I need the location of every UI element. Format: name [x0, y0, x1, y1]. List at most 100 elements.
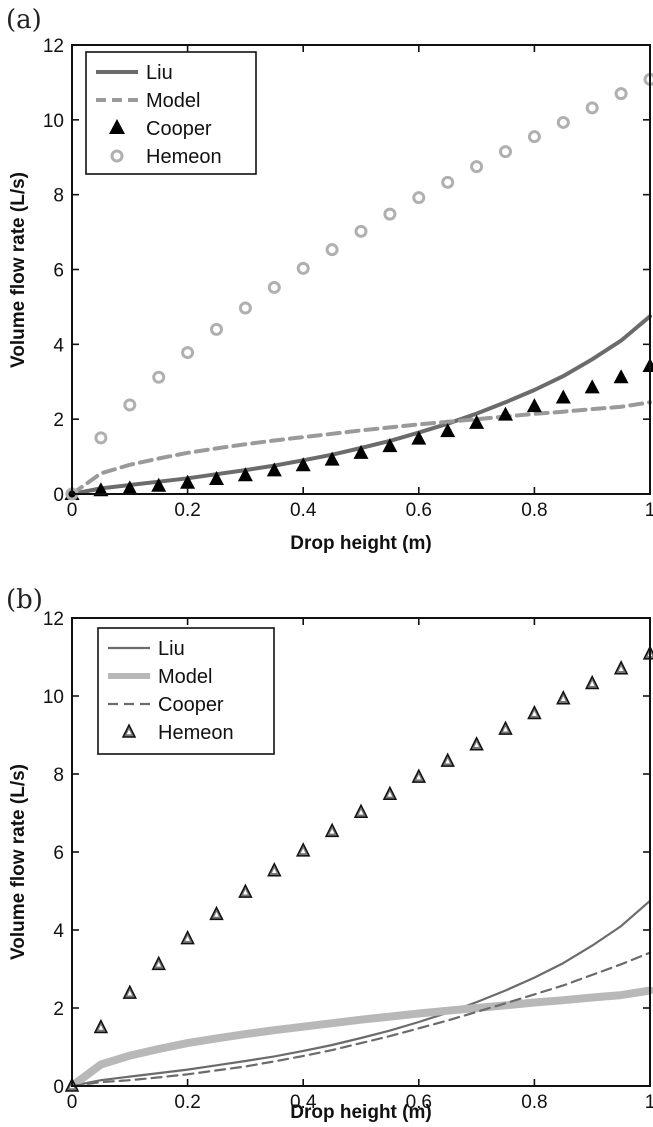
legend-label-cooper: Cooper: [146, 118, 212, 140]
series-cooper-marker: [440, 423, 456, 438]
series-hemeon-marker: [642, 645, 653, 660]
legend-label-liu: Liu: [146, 62, 173, 84]
series-hemeon-marker-inner: [561, 696, 566, 702]
x-tick-label: 1: [645, 500, 653, 521]
legend-swatch-cooper: [109, 119, 125, 134]
series-cooper-marker: [469, 414, 485, 429]
y-tick-label: 2: [53, 999, 64, 1020]
legend-label-liu: Liu: [158, 638, 185, 660]
series-hemeon-marker: [383, 207, 397, 221]
y-tick-label: 2: [53, 410, 64, 431]
legend-label-hemeon: Hemeon: [158, 722, 234, 744]
y-tick-label: 12: [43, 36, 64, 57]
series-hemeon-marker: [614, 87, 628, 101]
series-hemeon-marker-inner: [214, 911, 219, 917]
x-tick-label: 0.8: [521, 500, 547, 521]
x-axis-title-b: Drop height (m): [290, 1102, 431, 1123]
series-cooper-marker: [353, 444, 369, 459]
legend-swatch-hemeon: [110, 149, 124, 163]
series-cooper-line: [70, 951, 652, 1088]
series-hemeon-marker-inner: [618, 666, 624, 671]
series-cooper-marker: [151, 477, 167, 492]
series-cooper-marker: [122, 480, 138, 495]
series-hemeon-marker-inner: [272, 868, 277, 874]
x-axis-title-a: Drop height (m): [290, 533, 431, 554]
y-tick-label: 0: [53, 485, 64, 506]
series-hemeon-marker-inner: [474, 742, 479, 748]
series-cooper-marker: [584, 379, 600, 394]
series-hemeon-marker: [152, 370, 166, 384]
panel-b: (b) Volume flow rate (L/s) Drop height (…: [6, 585, 653, 1123]
x-tick-label: 0.8: [521, 1092, 547, 1113]
series-cooper-marker: [613, 369, 629, 384]
series-cooper-marker: [295, 457, 311, 472]
series-cooper-marker: [237, 467, 253, 482]
x-tick-label: 0: [67, 1092, 78, 1113]
series-hemeon-marker: [527, 130, 541, 144]
series-hemeon-marker: [267, 280, 281, 294]
series-cooper-marker: [555, 389, 571, 404]
x-tick-label: 0.4: [290, 1092, 317, 1113]
x-tick-label: 0.2: [174, 1092, 200, 1113]
series-hemeon-marker: [412, 191, 426, 205]
series-hemeon-marker-inner: [589, 681, 595, 686]
series-hemeon-marker-inner: [156, 961, 161, 967]
series-hemeon-marker-inner: [127, 990, 133, 996]
series-hemeon-marker: [238, 301, 252, 315]
legend-b: Liu Model Cooper Hemeon: [97, 627, 275, 755]
series-hemeon-marker: [296, 261, 310, 275]
series-hemeon-marker: [123, 398, 137, 412]
y-tick-label: 4: [53, 335, 64, 356]
legend-label-model: Model: [158, 666, 212, 688]
series-hemeon-marker-inner: [185, 936, 190, 941]
y-axis-title-b: Volume flow rate (L/s): [8, 764, 29, 960]
x-tick-label: 0.2: [174, 500, 200, 521]
series-hemeon-marker-inner: [243, 889, 248, 895]
series-cooper-marker: [93, 482, 109, 497]
series-hemeon-marker-inner: [98, 1025, 104, 1030]
y-tick-label: 10: [43, 111, 64, 132]
legend-a: Liu Model Cooper Hemeon: [85, 51, 257, 175]
series-hemeon-marker-inner: [300, 848, 306, 854]
series-hemeon-marker: [556, 115, 570, 129]
series-model-line: [68, 986, 653, 1090]
series-hemeon-marker: [585, 101, 599, 115]
plot-area-b: [64, 645, 653, 1092]
series-hemeon-marker: [181, 346, 195, 360]
series-hemeon-marker-inner: [532, 711, 537, 716]
series-hemeon-marker: [210, 322, 223, 336]
series-cooper-marker: [526, 398, 542, 413]
x-tick-label: 0.4: [290, 500, 317, 521]
y-tick-label: 4: [53, 921, 64, 942]
series-liu-line: [70, 314, 652, 496]
series-hemeon-marker-inner: [387, 791, 393, 797]
series-liu-line: [70, 899, 652, 1088]
y-tick-label: 8: [53, 765, 64, 786]
series-hemeon-marker-inner: [358, 809, 364, 815]
series-cooper-marker: [266, 462, 282, 477]
series-hemeon-marker-inner: [445, 758, 450, 764]
series-hemeon-marker: [441, 175, 455, 189]
panel-a: (a) Volume flow rate (L/s) Drop height (…: [6, 5, 653, 554]
series-hemeon-marker: [94, 431, 108, 445]
panel-label-b: (b): [6, 585, 43, 615]
y-tick-label: 12: [43, 609, 64, 630]
legend-swatch-hemeon-inner: [126, 729, 132, 735]
series-cooper-marker: [411, 430, 427, 445]
series-cooper-marker: [642, 358, 653, 373]
panel-label-a: (a): [6, 5, 42, 35]
series-cooper-marker: [209, 471, 224, 486]
y-tick-label: 0: [53, 1077, 64, 1098]
y-tick-label: 6: [53, 261, 64, 282]
series-hemeon-marker: [354, 224, 368, 238]
x-tick-label: 0.6: [406, 500, 432, 521]
y-tick-label: 6: [53, 843, 64, 864]
y-axis-title-a: Volume flow rate (L/s): [8, 172, 29, 368]
series-cooper-marker: [180, 474, 196, 489]
series-hemeon-marker: [325, 243, 339, 257]
x-tick-label: 1: [645, 1092, 653, 1113]
legend-label-cooper: Cooper: [158, 694, 224, 716]
